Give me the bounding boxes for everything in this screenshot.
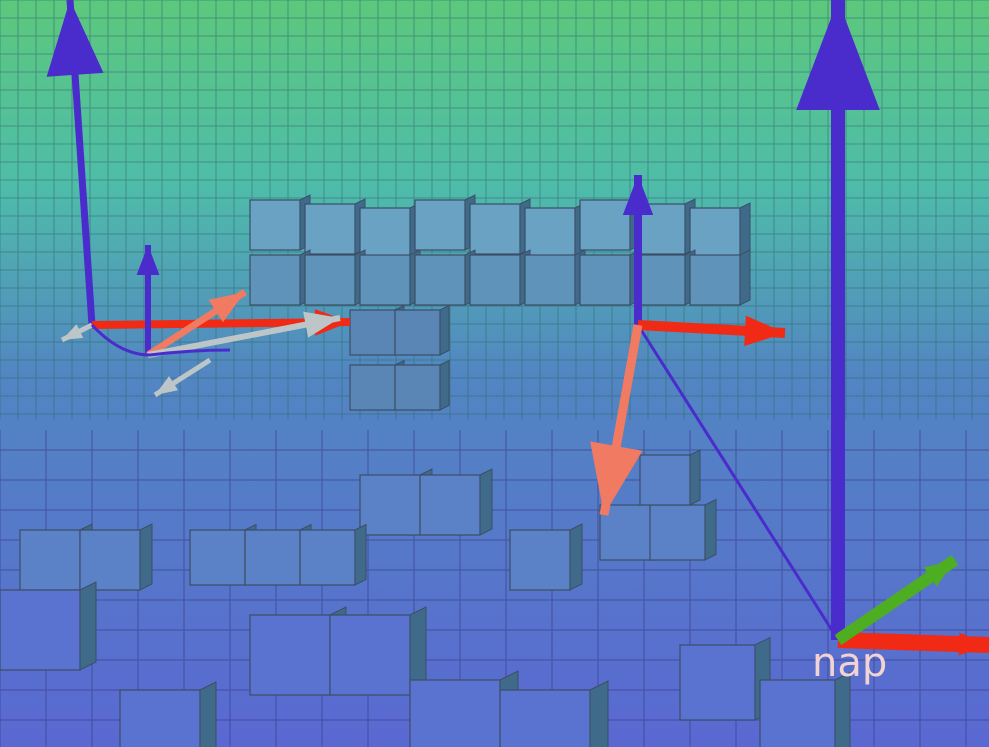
voxel (649, 504, 706, 561)
voxel (639, 454, 691, 506)
voxel (414, 199, 466, 251)
voxel (19, 529, 81, 591)
voxel (579, 199, 631, 251)
voxel-side (479, 468, 493, 536)
axis-head (622, 175, 654, 215)
voxel (679, 644, 756, 721)
voxel-side (834, 671, 851, 747)
voxel (524, 207, 576, 259)
voxel (634, 254, 686, 306)
tf-link (636, 324, 837, 636)
voxel (469, 254, 521, 306)
voxel (394, 364, 441, 411)
voxel (329, 614, 411, 696)
voxel (509, 529, 571, 591)
voxel (414, 254, 466, 306)
voxel (349, 309, 396, 356)
voxel-side (199, 681, 217, 747)
axis-head (958, 632, 989, 656)
axis-head (155, 376, 179, 395)
voxel (419, 474, 481, 536)
axis-head (208, 292, 245, 323)
voxel (579, 254, 631, 306)
voxel (359, 474, 421, 536)
axis-head (303, 311, 340, 338)
voxel (119, 689, 201, 747)
voxel (304, 203, 356, 255)
frame-label: nap (812, 640, 887, 686)
voxel-side (569, 523, 583, 591)
voxel (499, 689, 591, 747)
voxel-side (354, 523, 367, 586)
voxel (759, 679, 836, 747)
voxel (249, 254, 301, 306)
voxel (189, 529, 246, 586)
voxel-clusters (0, 194, 851, 747)
voxel (249, 199, 301, 251)
voxel (349, 364, 396, 411)
voxel (359, 207, 411, 259)
tf-axes (46, 0, 989, 656)
axis-head (46, 0, 104, 77)
axis-head (136, 245, 160, 275)
voxel (79, 529, 141, 591)
voxel (394, 309, 441, 356)
axis-head (744, 315, 785, 347)
axis-head (923, 560, 955, 587)
voxel-side (139, 523, 153, 591)
axis-head (796, 0, 880, 110)
voxel (524, 254, 576, 306)
voxel-side (79, 581, 97, 671)
tf-link (90, 323, 231, 357)
voxel (249, 614, 331, 696)
voxel (409, 679, 501, 747)
voxel-side (439, 359, 450, 411)
voxel (0, 589, 81, 671)
axis-head (62, 324, 84, 340)
voxel (689, 207, 741, 259)
voxel-side (439, 304, 450, 356)
voxel (244, 529, 301, 586)
voxel-side (689, 449, 701, 506)
voxel-side (739, 249, 751, 306)
voxel-side (589, 680, 609, 747)
axis-head (590, 441, 643, 515)
voxel-side (739, 202, 751, 259)
voxel (304, 254, 356, 306)
voxel (299, 529, 356, 586)
voxel (689, 254, 741, 306)
voxel (469, 203, 521, 255)
voxel-side (704, 498, 717, 561)
voxel (359, 254, 411, 306)
